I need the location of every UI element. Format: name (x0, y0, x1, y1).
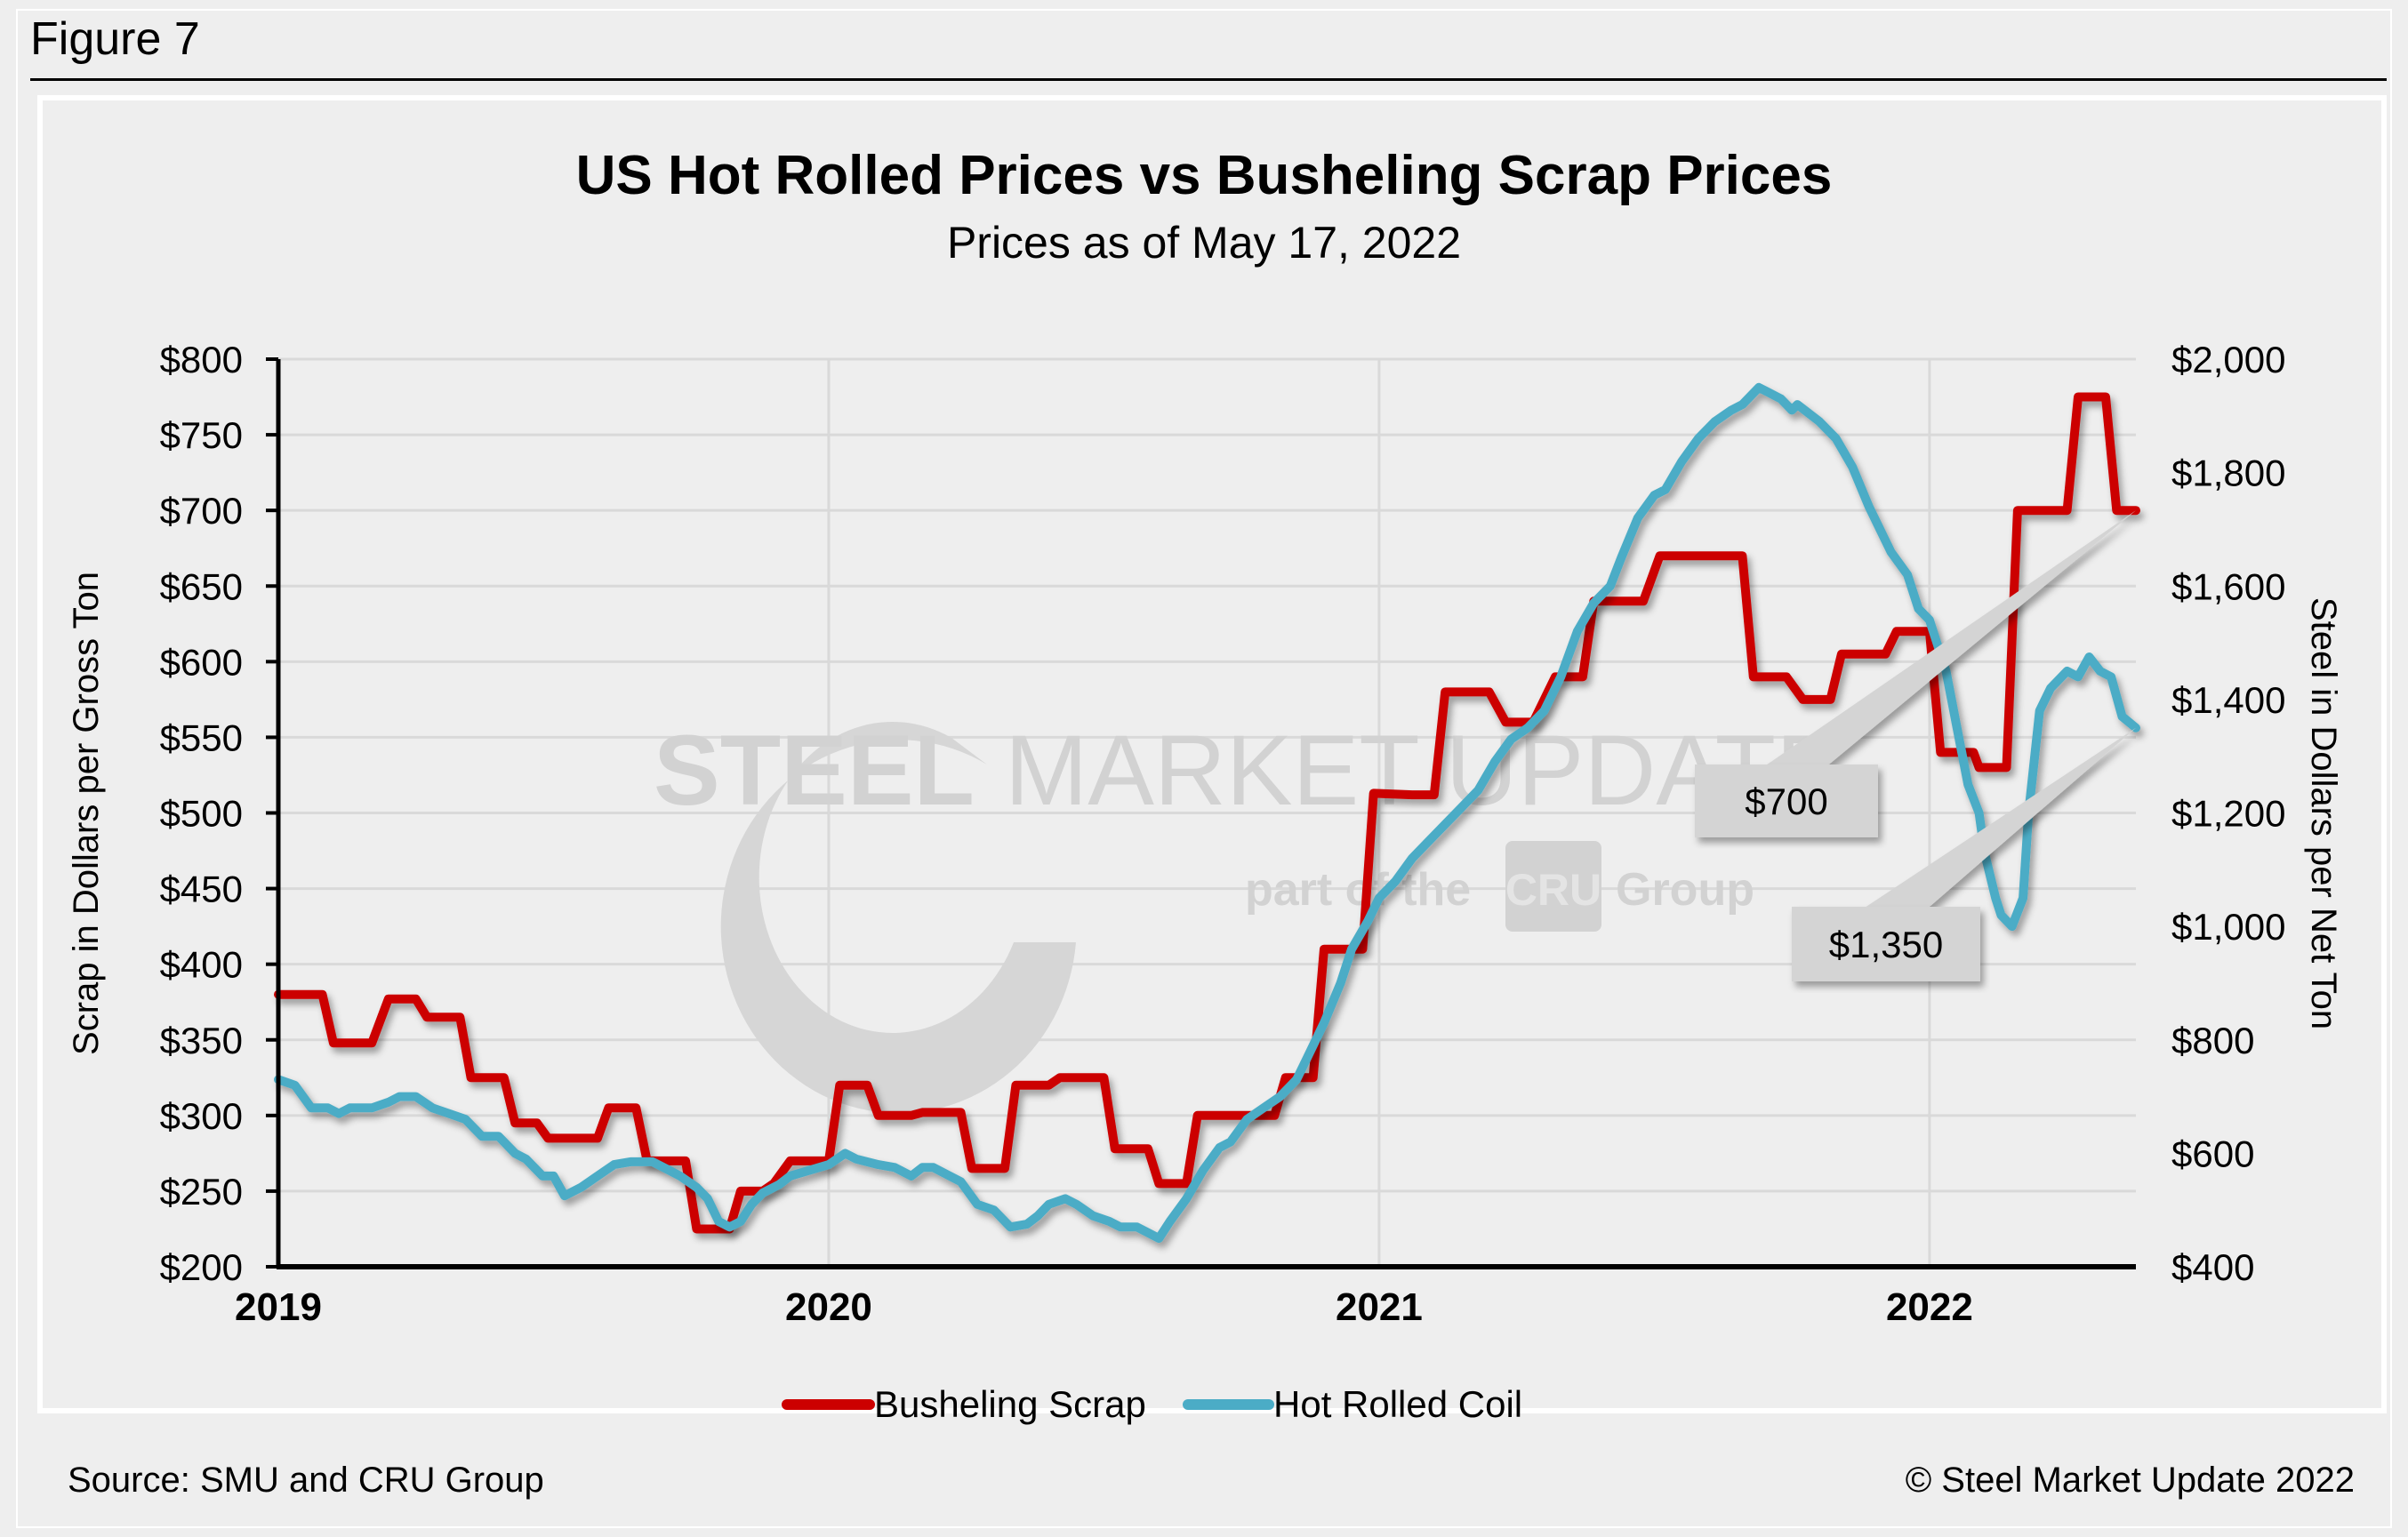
watermark-steel: STEEL (654, 715, 975, 826)
y-tick-label-left: $350 (160, 1020, 243, 1061)
y-tick-label-left: $650 (160, 565, 243, 607)
callout-pointer (1863, 727, 2136, 909)
y-tick-label-right: $1,200 (2171, 793, 2285, 835)
y-tick-label-left: $700 (160, 490, 243, 532)
copyright-note: © Steel Market Update 2022 (1905, 1461, 2355, 1500)
series-lines (274, 382, 2140, 1244)
y-tick-label-left: $800 (160, 339, 243, 380)
y-tick-label-right: $1,000 (2171, 906, 2285, 948)
y-axis-title-left: Scrap in Dollars per Gross Ton (67, 572, 106, 1055)
y-tick-label-left: $300 (160, 1095, 243, 1137)
y-tick-label-left: $250 (160, 1171, 243, 1213)
watermark-swoosh-icon (720, 721, 1076, 1114)
x-tick-label: 2022 (1886, 1285, 1973, 1329)
y-tick-label-right: $600 (2171, 1133, 2254, 1174)
x-tick-label: 2019 (235, 1285, 322, 1329)
callout-label: $1,350 (1829, 924, 1943, 965)
legend-label-hrc: Hot Rolled Coil (1273, 1383, 1522, 1425)
y-axis-title-right: Steel in Dollars per Net Ton (2304, 597, 2343, 1029)
legend: Busheling Scrap Hot Rolled Coil (782, 1383, 1522, 1425)
watermark: STEEL MARKET UPDATE part of the CRU Grou… (654, 715, 1842, 1114)
watermark-cru-badge (1505, 841, 1601, 932)
axes: $200 $250 $300 $350 $400 $450 $500 $550 $600 $650… (160, 339, 2286, 1329)
y-tick-label-left: $500 (160, 793, 243, 835)
y-tick-label-right: $800 (2171, 1020, 2254, 1061)
y-tick-label-right: $1,600 (2171, 565, 2285, 607)
watermark-cru: CRU (1505, 865, 1601, 915)
x-tick-label: 2021 (1336, 1285, 1423, 1329)
y-tick-label-right: $400 (2171, 1246, 2254, 1288)
y-tick-label-right: $1,800 (2171, 452, 2285, 494)
y-tick-label-left: $550 (160, 716, 243, 758)
callout-box (1695, 764, 1878, 837)
series-line-busheling-scrap (274, 392, 2140, 1234)
callouts: $700 $1,350 (1695, 510, 2136, 981)
callout-label: $700 (1745, 781, 1827, 822)
callout-pointer (1764, 510, 2136, 766)
y-tick-label-right: $2,000 (2171, 339, 2285, 380)
x-tick-label: 2020 (785, 1285, 872, 1329)
legend-label-scrap: Busheling Scrap (874, 1383, 1146, 1425)
chart-panel (37, 95, 2387, 1413)
y-tick-label-left: $400 (160, 944, 243, 986)
callout-box (1792, 907, 1980, 981)
y-tick-label-left: $750 (160, 414, 243, 456)
y-tick-label-right: $1,400 (2171, 679, 2285, 721)
chart-title: US Hot Rolled Prices vs Busheling Scrap … (575, 145, 1833, 206)
y-tick-label-left: $200 (160, 1246, 243, 1288)
y-tick-label-left: $600 (160, 641, 243, 683)
watermark-group: Group (1616, 864, 1754, 916)
source-note: Source: SMU and CRU Group (68, 1461, 544, 1500)
chart-subtitle: Prices as of May 17, 2022 (946, 218, 1462, 268)
y-tick-label-left: $450 (160, 869, 243, 910)
watermark-part-of: part of the (1245, 864, 1471, 916)
figure-divider (30, 78, 2387, 81)
figure-label: Figure 7 (30, 13, 200, 65)
series-line-hot-rolled-coil (274, 382, 2140, 1244)
